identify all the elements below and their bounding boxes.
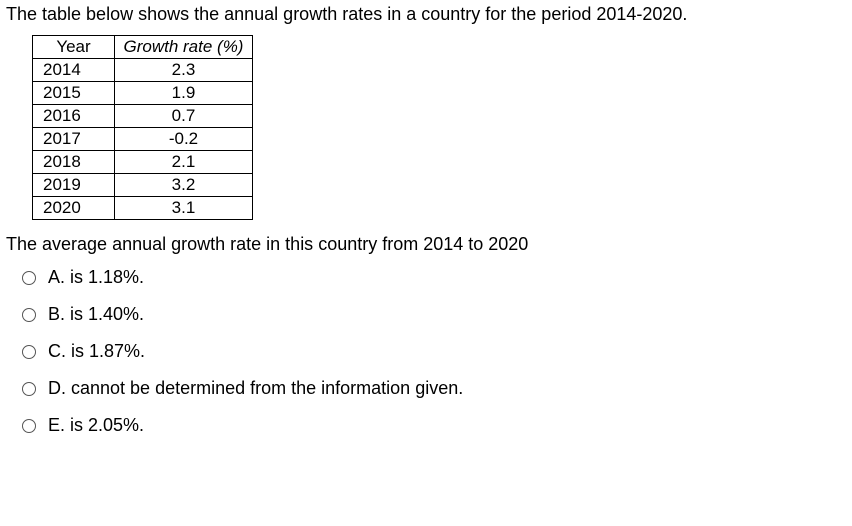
cell-year: 2014 bbox=[33, 59, 115, 82]
option-label: D. cannot be determined from the informa… bbox=[48, 378, 463, 399]
option-e[interactable]: E. is 2.05%. bbox=[22, 415, 848, 436]
cell-year: 2017 bbox=[33, 128, 115, 151]
options-group: A. is 1.18%. B. is 1.40%. C. is 1.87%. D… bbox=[22, 267, 848, 436]
cell-year: 2019 bbox=[33, 174, 115, 197]
table-row: 2016 0.7 bbox=[33, 105, 253, 128]
cell-rate: -0.2 bbox=[115, 128, 253, 151]
option-b[interactable]: B. is 1.40%. bbox=[22, 304, 848, 325]
table-row: 2019 3.2 bbox=[33, 174, 253, 197]
option-label: C. is 1.87%. bbox=[48, 341, 145, 362]
cell-year: 2015 bbox=[33, 82, 115, 105]
cell-rate: 2.1 bbox=[115, 151, 253, 174]
cell-rate: 3.2 bbox=[115, 174, 253, 197]
cell-year: 2016 bbox=[33, 105, 115, 128]
radio-icon bbox=[22, 308, 36, 322]
cell-year: 2018 bbox=[33, 151, 115, 174]
table-row: 2014 2.3 bbox=[33, 59, 253, 82]
cell-rate: 2.3 bbox=[115, 59, 253, 82]
radio-icon bbox=[22, 345, 36, 359]
option-label: E. is 2.05%. bbox=[48, 415, 144, 436]
radio-icon bbox=[22, 382, 36, 396]
cell-rate: 0.7 bbox=[115, 105, 253, 128]
growth-rate-table: Year Growth rate (%) 2014 2.3 2015 1.9 2… bbox=[32, 35, 253, 220]
cell-rate: 1.9 bbox=[115, 82, 253, 105]
table-header-row: Year Growth rate (%) bbox=[33, 36, 253, 59]
cell-rate: 3.1 bbox=[115, 197, 253, 220]
radio-icon bbox=[22, 271, 36, 285]
col-header-rate: Growth rate (%) bbox=[115, 36, 253, 59]
option-d[interactable]: D. cannot be determined from the informa… bbox=[22, 378, 848, 399]
question-text: The average annual growth rate in this c… bbox=[6, 234, 848, 255]
radio-icon bbox=[22, 419, 36, 433]
option-label: A. is 1.18%. bbox=[48, 267, 144, 288]
table-row: 2015 1.9 bbox=[33, 82, 253, 105]
option-a[interactable]: A. is 1.18%. bbox=[22, 267, 848, 288]
option-c[interactable]: C. is 1.87%. bbox=[22, 341, 848, 362]
table-row: 2018 2.1 bbox=[33, 151, 253, 174]
table-row: 2017 -0.2 bbox=[33, 128, 253, 151]
col-header-year: Year bbox=[33, 36, 115, 59]
option-label: B. is 1.40%. bbox=[48, 304, 144, 325]
intro-text: The table below shows the annual growth … bbox=[6, 4, 848, 25]
table-row: 2020 3.1 bbox=[33, 197, 253, 220]
cell-year: 2020 bbox=[33, 197, 115, 220]
